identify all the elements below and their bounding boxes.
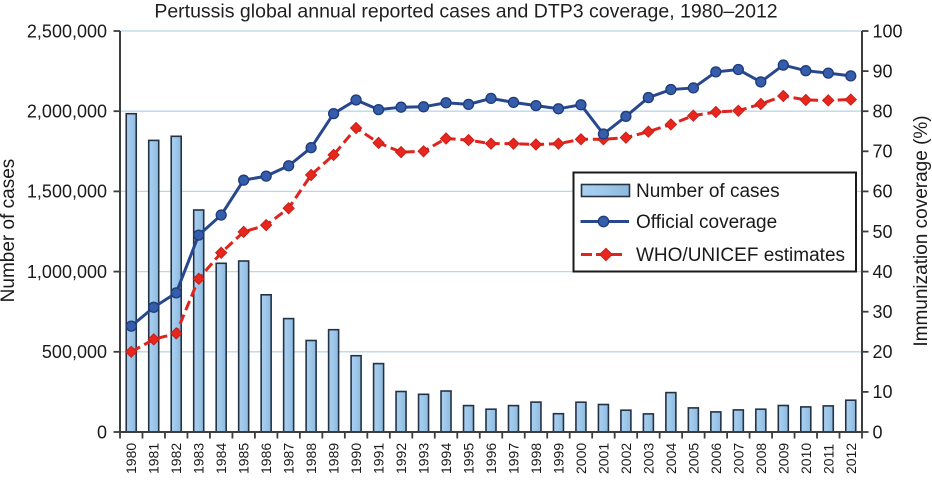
svg-text:2008: 2008 — [753, 443, 769, 474]
svg-text:1980: 1980 — [123, 443, 139, 474]
svg-text:WHO/UNICEF estimates: WHO/UNICEF estimates — [636, 245, 845, 266]
svg-text:1986: 1986 — [258, 443, 274, 474]
svg-text:1993: 1993 — [416, 443, 432, 474]
svg-text:1991: 1991 — [371, 443, 387, 474]
svg-text:2,500,000: 2,500,000 — [27, 21, 107, 41]
svg-text:1982: 1982 — [168, 443, 184, 474]
svg-text:1997: 1997 — [505, 443, 521, 474]
svg-text:60: 60 — [873, 182, 893, 202]
svg-text:80: 80 — [873, 102, 893, 122]
svg-text:1998: 1998 — [528, 443, 544, 474]
svg-text:1981: 1981 — [146, 443, 162, 474]
svg-text:30: 30 — [873, 302, 893, 322]
svg-text:50: 50 — [873, 222, 893, 242]
svg-text:20: 20 — [873, 342, 893, 362]
svg-text:Immunization coverage (%): Immunization coverage (%) — [911, 115, 932, 346]
svg-text:2009: 2009 — [775, 443, 791, 474]
svg-text:500,000: 500,000 — [42, 342, 107, 362]
svg-text:2010: 2010 — [798, 443, 814, 474]
svg-text:2,000,000: 2,000,000 — [27, 102, 107, 122]
svg-text:2007: 2007 — [730, 443, 746, 474]
svg-text:2011: 2011 — [820, 444, 836, 474]
svg-text:1984: 1984 — [213, 443, 229, 474]
svg-text:1992: 1992 — [393, 443, 409, 474]
svg-text:1988: 1988 — [303, 443, 319, 474]
svg-text:Number of cases: Number of cases — [636, 181, 780, 202]
svg-text:1989: 1989 — [326, 443, 342, 474]
svg-text:1995: 1995 — [461, 443, 477, 474]
svg-text:2004: 2004 — [663, 443, 679, 474]
svg-text:1990: 1990 — [348, 443, 364, 474]
svg-text:1999: 1999 — [550, 443, 566, 474]
svg-text:2006: 2006 — [708, 443, 724, 474]
svg-text:2000: 2000 — [573, 443, 589, 474]
svg-text:70: 70 — [873, 142, 893, 162]
svg-text:1987: 1987 — [281, 443, 297, 474]
svg-text:10: 10 — [873, 382, 893, 402]
svg-text:0: 0 — [97, 422, 107, 442]
svg-text:Pertussis global annual report: Pertussis global annual reported cases a… — [154, 1, 777, 23]
svg-text:2001: 2001 — [595, 443, 611, 474]
svg-text:1985: 1985 — [236, 443, 252, 474]
svg-text:2003: 2003 — [640, 443, 656, 474]
svg-text:Number of cases: Number of cases — [0, 159, 19, 303]
svg-text:90: 90 — [873, 61, 893, 81]
svg-text:1983: 1983 — [191, 443, 207, 474]
svg-text:1994: 1994 — [438, 443, 454, 474]
svg-text:40: 40 — [873, 262, 893, 282]
svg-text:2005: 2005 — [685, 443, 701, 474]
svg-text:Official coverage: Official coverage — [636, 212, 777, 233]
svg-text:1,000,000: 1,000,000 — [27, 262, 107, 282]
svg-text:2002: 2002 — [618, 443, 634, 474]
svg-text:2012: 2012 — [843, 443, 859, 474]
svg-text:1996: 1996 — [483, 443, 499, 474]
svg-text:100: 100 — [873, 21, 903, 41]
svg-text:0: 0 — [873, 422, 883, 442]
svg-text:1,500,000: 1,500,000 — [27, 182, 107, 202]
